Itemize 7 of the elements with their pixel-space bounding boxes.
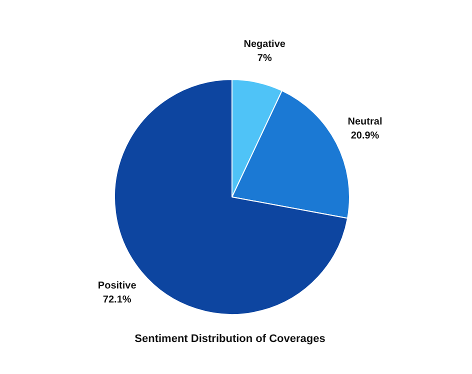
text: Sentiment Distribution of Coverages: [134, 333, 326, 346]
data-label: 20.9%: [350, 130, 380, 142]
slice-label: Negative: [244, 38, 286, 50]
data-label: 72.1%: [102, 294, 132, 306]
slice-label: Neutral: [348, 116, 382, 128]
slice-label: Positive: [98, 280, 137, 292]
data-label: 7%: [257, 52, 272, 64]
